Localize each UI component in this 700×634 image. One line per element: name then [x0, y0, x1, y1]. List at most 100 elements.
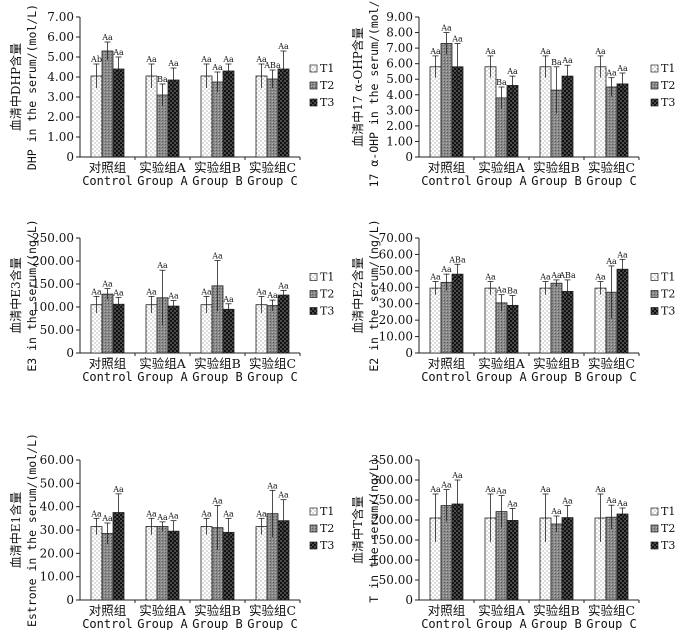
legend-swatch-t2 [309, 290, 318, 298]
y-tick-label: 60.00 [379, 247, 413, 261]
significance-label: Aa [145, 509, 157, 518]
y-axis-label-cn: 血清中E1含量 [8, 492, 23, 568]
significance-label: Aa [255, 287, 267, 296]
bar-t3 [112, 303, 125, 354]
y-tick-label: 150.00 [371, 533, 413, 547]
bar-t3 [222, 70, 235, 158]
chart-panel: 0 1.002.00 3.004.00 5.006.00 7.008.00 9.00 血清中… [350, 0, 675, 188]
y-tick-label: 70.00 [379, 231, 413, 245]
y-tick-label: 2.00 [386, 119, 413, 133]
legend-label-t2: T2 [661, 522, 675, 535]
bar-t1 [429, 287, 442, 354]
x-tick-label-cn: 实验组A [139, 356, 187, 371]
bar-t3 [616, 268, 629, 354]
bar-t2 [605, 516, 618, 601]
legend-swatch-t1 [309, 273, 318, 281]
significance-label: Aa [539, 47, 551, 56]
significance-label: Aa [266, 481, 278, 490]
y-tick-label: 50.00 [40, 476, 74, 490]
bar-t3 [561, 517, 574, 601]
y-tick-label: 20.00 [40, 546, 74, 560]
x-tick-label-cn: 实验组B [194, 603, 241, 618]
legend-label-t2: T2 [661, 79, 675, 92]
x-tick-label-en: Group C [586, 174, 637, 188]
significance-label: Aa [222, 55, 234, 64]
significance-label: Aa [211, 497, 223, 506]
y-tick-label: 7.00 [47, 10, 74, 24]
x-tick-label-en: Group C [247, 617, 298, 630]
legend-label-t1: T1 [661, 271, 675, 284]
legend-label-t3: T3 [661, 96, 675, 109]
x-tick-label-en: Control [421, 174, 472, 188]
significance-label: Aa [539, 273, 551, 282]
significance-label: Aa [167, 292, 179, 301]
y-tick-label: 300.00 [371, 473, 413, 487]
significance-label: Aa [506, 499, 518, 508]
x-tick-label-en: Group A [476, 370, 527, 384]
x-tick-label-en: Group B [531, 370, 582, 384]
significance-label: Aa [605, 257, 617, 266]
y-tick-label: 50.00 [379, 573, 413, 587]
significance-label: Aa [222, 509, 234, 518]
significance-label: Aa [605, 496, 617, 505]
y-tick-label: 50.00 [40, 323, 74, 337]
significance-label: Aa [561, 56, 573, 65]
legend-swatch-t3 [309, 541, 318, 550]
significance-label: Aa [156, 513, 168, 522]
significance-label: Aa [101, 514, 113, 523]
y-tick-label: 50.00 [379, 264, 413, 278]
significance-label: Aa [167, 59, 179, 68]
significance-label: Aa [495, 286, 507, 295]
y-tick-label: 150.00 [32, 277, 74, 291]
y-tick-label: 30.00 [379, 297, 413, 311]
y-tick-label: 9.00 [386, 10, 413, 24]
x-tick-label-cn: 实验组C [588, 160, 635, 175]
y-tick-label: 8.00 [386, 26, 413, 40]
bar-t3 [561, 75, 574, 158]
x-tick-label-cn: 实验组C [249, 603, 296, 618]
y-axis-label-cn: 血清中E2含量 [350, 257, 365, 333]
legend-label-t3: T3 [661, 539, 675, 552]
y-axis-label-en: DHP in the serum/(mol/L) [25, 4, 39, 170]
significance-label: Aa [605, 69, 617, 78]
y-tick-label: 0 [66, 150, 74, 164]
x-tick-label-cn: 对照组 [89, 356, 127, 371]
y-tick-label: 40.00 [379, 280, 413, 294]
bar-t1 [429, 66, 442, 158]
significance-label: Ba [496, 78, 507, 87]
y-tick-label: 5.00 [386, 72, 413, 86]
significance-label: Aa [451, 471, 463, 480]
y-tick-label: 6.00 [47, 30, 74, 44]
x-tick-label-en: Group A [137, 617, 188, 630]
y-tick-label: 250.00 [32, 231, 74, 245]
x-tick-label-en: Group C [247, 370, 298, 384]
x-tick-label-cn: 实验组B [533, 603, 580, 618]
significance-label: Aa [440, 481, 452, 490]
y-tick-label: 4.00 [47, 70, 74, 84]
x-tick-label-cn: 实验组A [478, 160, 526, 175]
significance-label: Aa [211, 63, 223, 72]
bar-t2 [550, 282, 563, 354]
y-tick-label: 20.00 [379, 313, 413, 327]
x-tick-label-en: Group B [531, 174, 582, 188]
y-tick-label: 0 [405, 150, 413, 164]
y-tick-label: 2.00 [47, 110, 74, 124]
significance-label: Aa [484, 273, 496, 282]
legend-label-t1: T1 [661, 62, 675, 75]
significance-label: Aa [616, 64, 628, 73]
bar-t3 [222, 308, 235, 354]
legend-swatch-t3 [650, 307, 659, 315]
x-tick-label-cn: 实验组B [533, 356, 580, 371]
significance-label: Aa [112, 485, 124, 494]
y-tick-label: 350.00 [371, 453, 413, 467]
significance-label: Aa [266, 291, 278, 300]
chart-panel: 0 1.00 2.00 3.00 4.00 5.00 6.00 7.00 血清中DHP含量 DHP… [8, 4, 334, 188]
significance-label: Aa [506, 67, 518, 76]
legend-label-t1: T1 [320, 62, 334, 75]
significance-label: Aa [495, 487, 507, 496]
x-tick-label-cn: 实验组B [194, 356, 241, 371]
x-tick-label-cn: 实验组A [139, 160, 187, 175]
x-tick-label-en: Control [421, 617, 472, 630]
x-tick-label-cn: 对照组 [428, 603, 466, 618]
significance-label: Aa [484, 47, 496, 56]
